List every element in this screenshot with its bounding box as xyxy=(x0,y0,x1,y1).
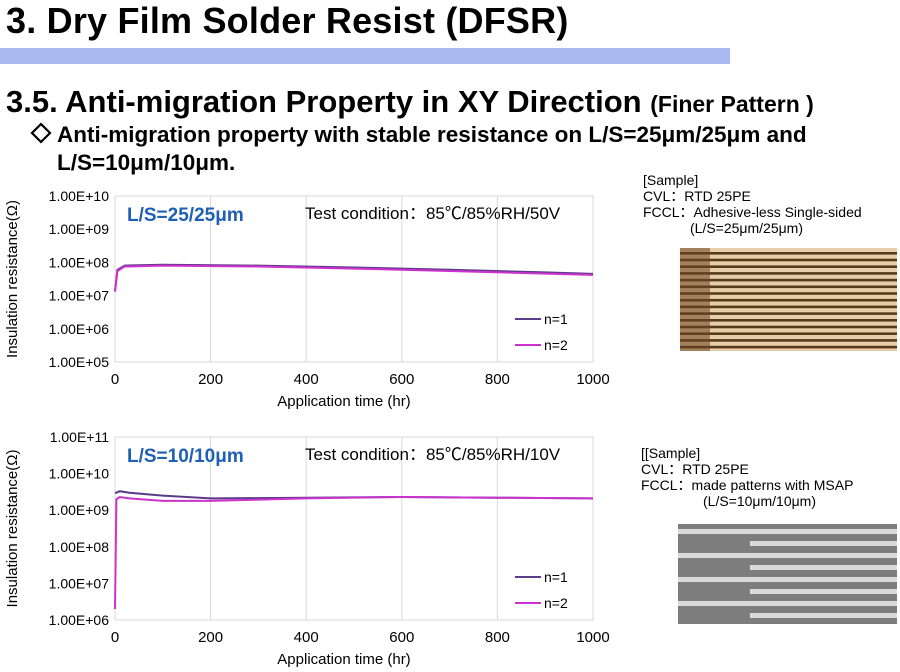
y-tick-label: 1.00E+11 xyxy=(50,429,110,445)
x-axis-label: Application time (hr) xyxy=(277,393,410,410)
y-tick-label: 1.00E+06 xyxy=(49,321,110,337)
msap-trace xyxy=(750,613,897,618)
sample-heading: [Sample] xyxy=(643,172,699,188)
bullet-text-line2: L/S=10μm/10μm. xyxy=(57,150,236,175)
y-tick-label: 1.00E+10 xyxy=(49,466,110,482)
plot-area xyxy=(114,195,594,363)
chart-pattern-label: L/S=25/25μm xyxy=(127,205,244,226)
copper-trace xyxy=(680,258,897,262)
x-tick-label: 800 xyxy=(485,371,510,388)
title-underline-bar xyxy=(0,48,730,64)
x-tick-label: 400 xyxy=(294,371,319,388)
sample-cvl: CVL：RTD 25PE xyxy=(643,188,751,204)
sample-info-1: [Sample] CVL：RTD 25PE FCCL：Adhesive-less… xyxy=(643,172,862,236)
y-tick-label: 1.00E+07 xyxy=(49,288,110,304)
copper-trace xyxy=(680,332,897,335)
y-tick-label: 1.00E+05 xyxy=(49,354,110,370)
sample-fccl: FCCL：Adhesive-less Single-sided xyxy=(643,204,862,220)
chart-ls10: 0 200 400 600 800 1000 1.00E+06 1.00E+07 1.00E+0… xyxy=(4,429,610,668)
test-condition-label: Test condition：85℃/85%RH/10V xyxy=(305,445,561,464)
msap-trace xyxy=(678,601,897,606)
y-axis-label: Insulation resistance(Ω) xyxy=(4,450,21,608)
sample-ls: (L/S=10μm/10μm) xyxy=(703,493,817,509)
x-tick-label: 0 xyxy=(111,371,119,388)
x-tick-label: 1000 xyxy=(576,371,609,388)
legend-entry: n=2 xyxy=(544,337,568,353)
x-axis-label: Application time (hr) xyxy=(277,651,410,668)
copper-trace xyxy=(680,345,897,349)
copper-trace xyxy=(680,272,897,275)
copper-trace xyxy=(680,339,897,342)
y-tick-label: 1.00E+09 xyxy=(49,221,110,237)
copper-trace xyxy=(680,312,897,315)
legend-entry: n=1 xyxy=(544,311,568,327)
test-condition-label: Test condition：85℃/85%RH/50V xyxy=(305,204,561,223)
x-tick-label: 200 xyxy=(198,629,223,646)
y-tick-label: 1.00E+10 xyxy=(49,188,110,204)
y-tick-label: 1.00E+06 xyxy=(49,612,110,628)
series-line-n=2 xyxy=(114,495,594,610)
sample-photo-ls25 xyxy=(680,248,897,351)
section-title-main: 3.5. Anti-migration Property in XY Direc… xyxy=(6,84,642,119)
copper-trace xyxy=(680,319,897,322)
x-tick-label: 0 xyxy=(111,629,119,646)
chart-ls25: 0 200 400 600 800 1000 1.00E+05 1.00E+06 1.00E+0… xyxy=(4,188,610,410)
x-tick-label: 200 xyxy=(198,371,223,388)
series-line-n=2 xyxy=(114,264,594,292)
legend-entry: n=2 xyxy=(544,595,568,611)
x-tick-label: 600 xyxy=(389,371,414,388)
msap-trace xyxy=(750,589,897,594)
msap-trace xyxy=(678,529,897,534)
section-title-suffix: (Finer Pattern ) xyxy=(650,91,814,117)
sample-ls: (L/S=25μm/25μm) xyxy=(690,220,804,236)
y-axis-label: Insulation resistance(Ω) xyxy=(4,200,21,358)
section-title: 3.5. Anti-migration Property in XY Direc… xyxy=(6,84,814,120)
copper-trace xyxy=(680,252,897,255)
x-tick-label: 400 xyxy=(294,629,319,646)
copper-trace xyxy=(680,325,897,329)
msap-trace xyxy=(678,553,897,558)
y-tick-label: 1.00E+09 xyxy=(49,502,110,518)
copper-trace xyxy=(680,305,897,309)
copper-trace xyxy=(680,285,897,289)
copper-trace xyxy=(680,298,897,302)
chart-pattern-label: L/S=10/10μm xyxy=(127,446,244,467)
sample-cvl: CVL：RTD 25PE xyxy=(641,461,749,477)
y-tick-label: 1.00E+07 xyxy=(49,575,110,591)
bullet-text-line1: Anti-migration property with stable resi… xyxy=(57,122,807,147)
x-tick-label: 1000 xyxy=(576,629,609,646)
plot-area xyxy=(114,436,594,621)
copper-trace xyxy=(680,278,897,282)
page-title: 3. Dry Film Solder Resist (DFSR) xyxy=(6,0,569,41)
msap-trace xyxy=(750,565,897,570)
msap-pattern-image xyxy=(678,524,897,624)
diamond-outline-icon xyxy=(30,122,52,144)
copper-trace xyxy=(680,292,897,295)
x-tick-label: 800 xyxy=(485,629,510,646)
x-tick-label: 600 xyxy=(389,629,414,646)
msap-trace xyxy=(678,577,897,582)
y-tick-label: 1.00E+08 xyxy=(49,539,110,555)
sample-heading: [[Sample] xyxy=(641,445,701,461)
sample-photo-ls10 xyxy=(678,524,897,624)
copper-pattern-image xyxy=(680,248,897,351)
legend-entry: n=1 xyxy=(544,569,568,585)
msap-trace xyxy=(750,541,897,546)
sample-info-2: [[Sample] CVL：RTD 25PE FCCL：made pattern… xyxy=(641,445,854,509)
y-tick-label: 1.00E+08 xyxy=(49,254,110,270)
sample-fccl: FCCL：made patterns with MSAP xyxy=(641,477,854,493)
copper-trace xyxy=(680,265,897,268)
